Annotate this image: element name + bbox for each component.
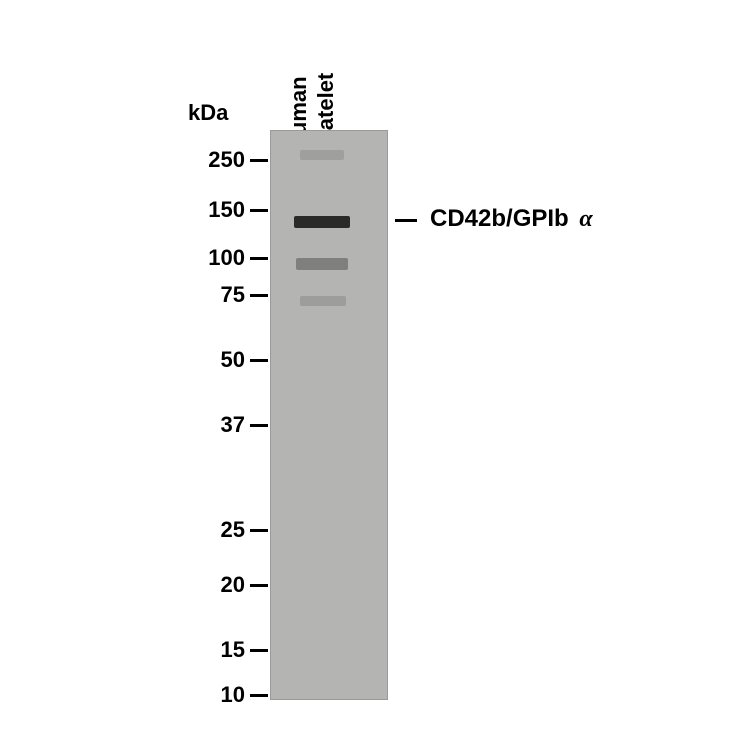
mw-marker-150: 150: [208, 197, 245, 223]
mw-marker-250: 250: [208, 147, 245, 173]
mw-tick-50: [250, 359, 268, 362]
mw-marker-100: 100: [208, 245, 245, 271]
target-band-label: CD42b/GPIb α: [430, 205, 593, 233]
mw-tick-100: [250, 257, 268, 260]
mw-tick-37: [250, 424, 268, 427]
mw-tick-250: [250, 159, 268, 162]
mw-marker-15: 15: [221, 637, 245, 663]
band-1: [294, 216, 350, 228]
mw-marker-75: 75: [221, 282, 245, 308]
mw-marker-10: 10: [221, 682, 245, 708]
target-band-tick: [395, 219, 417, 222]
band-0: [300, 150, 344, 160]
mw-tick-15: [250, 649, 268, 652]
target-protein-name: CD42b/GPIb: [430, 205, 569, 232]
mw-marker-50: 50: [221, 347, 245, 373]
kda-unit-label: kDa: [188, 100, 228, 126]
mw-marker-25: 25: [221, 517, 245, 543]
band-2: [296, 258, 348, 270]
mw-tick-20: [250, 584, 268, 587]
mw-tick-150: [250, 209, 268, 212]
mw-tick-75: [250, 294, 268, 297]
mw-marker-20: 20: [221, 572, 245, 598]
target-alpha-symbol: α: [575, 206, 592, 232]
western-blot-figure: kDa Human Platelet 250150100755037252015…: [0, 0, 750, 750]
band-3: [300, 296, 346, 306]
mw-marker-37: 37: [221, 412, 245, 438]
mw-tick-10: [250, 694, 268, 697]
mw-tick-25: [250, 529, 268, 532]
